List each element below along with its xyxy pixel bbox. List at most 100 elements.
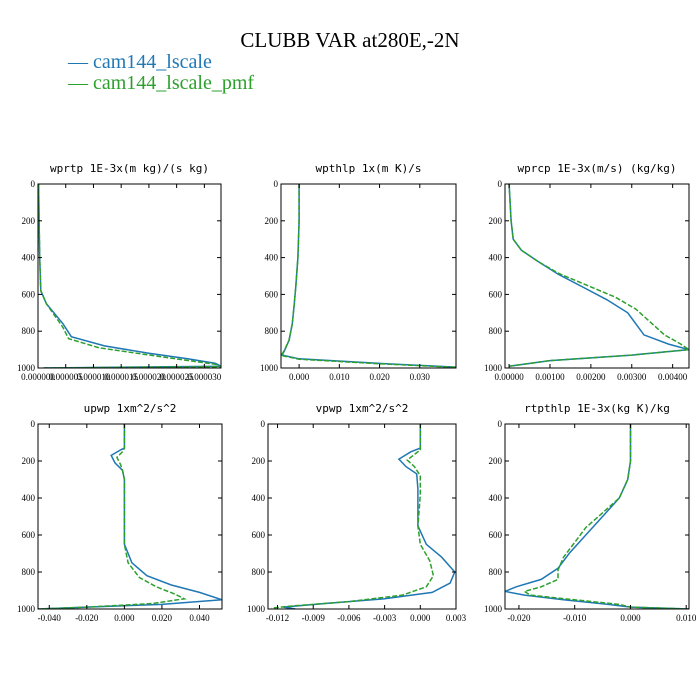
y-tick-label: 800 — [489, 326, 503, 336]
x-tick-label: -0.006 — [337, 613, 361, 623]
x-tick-label: 0.030 — [410, 372, 431, 382]
legend-entry-cam144-lscale: — cam144_lscale — [68, 51, 212, 73]
x-tick-label: 0.000025 — [160, 372, 194, 382]
y-tick-label: 1000 — [484, 604, 503, 614]
chart-panel-1: wprtp 1E-3x(m kg)/(s kg) 0 200 400 600 800 100… — [17, 162, 222, 382]
series-line-1 — [38, 424, 222, 609]
x-tick-label: 0.020 — [152, 613, 173, 623]
panel-title: wprtp 1E-3x(m kg)/(s kg) — [50, 162, 209, 175]
y-tick-label: 0 — [274, 179, 279, 189]
figure-title: CLUBB VAR at280E,-2N — [240, 28, 460, 52]
y-tick-label: 200 — [22, 456, 36, 466]
y-tick-label: 600 — [489, 289, 503, 299]
y-tick-label: 0 — [261, 419, 266, 429]
y-tick-label: 200 — [489, 216, 503, 226]
y-tick-label: 200 — [22, 216, 36, 226]
y-tick-label: 200 — [489, 456, 503, 466]
chart-panel-5: vpwp 1xm^2/s^2 0 200 400 600 800 1000-0.012 -0.… — [247, 402, 467, 623]
axes-frame — [504, 183, 690, 369]
axes-frame — [267, 423, 457, 610]
x-tick-label: 0.00100 — [535, 372, 565, 382]
x-tick-label: -0.010 — [563, 613, 587, 623]
y-tick-label: 600 — [489, 530, 503, 540]
x-tick-label: -0.009 — [302, 613, 326, 623]
series-line-1 — [38, 184, 221, 368]
axes-frame — [280, 183, 457, 369]
x-tick-label: 0.000 — [410, 613, 431, 623]
y-tick-label: 600 — [252, 530, 266, 540]
y-tick-label: 1000 — [17, 604, 36, 614]
x-tick-label: -0.040 — [38, 613, 62, 623]
x-tick-label: 0.020 — [369, 372, 390, 382]
x-tick-label: 0.000 — [289, 372, 310, 382]
x-tick-label: -0.003 — [373, 613, 397, 623]
axes-frame — [37, 423, 223, 610]
x-tick-label: 0.000 — [620, 613, 641, 623]
y-tick-label: 600 — [22, 289, 36, 299]
series-line-2 — [271, 424, 435, 609]
y-tick-label: 800 — [252, 567, 266, 577]
x-tick-label: 0.000 — [114, 613, 135, 623]
x-tick-label: 0.000005 — [49, 372, 83, 382]
y-tick-label: 1000 — [247, 604, 266, 614]
x-tick-label: 0.00400 — [658, 372, 688, 382]
series-line-1 — [283, 424, 456, 609]
y-tick-label: 0 — [498, 419, 503, 429]
x-tick-label: -0.020 — [507, 613, 531, 623]
y-tick-label: 1000 — [17, 363, 36, 373]
x-tick-label: -0.012 — [266, 613, 289, 623]
y-tick-label: 600 — [265, 289, 279, 299]
panel-title: wpthlp 1x(m K)/s — [316, 162, 422, 175]
legend-entry-cam144-lscale-pmf: — cam144_lscale_pmf — [68, 72, 255, 94]
x-tick-label: 0.000030 — [187, 372, 221, 382]
y-tick-label: 1000 — [484, 363, 503, 373]
axes-frame — [37, 183, 222, 369]
x-tick-label: 0.010 — [329, 372, 350, 382]
y-tick-label: 800 — [22, 567, 36, 577]
y-tick-label: 800 — [489, 567, 503, 577]
x-tick-label: 0.00300 — [617, 372, 647, 382]
y-tick-label: 400 — [22, 493, 36, 503]
x-tick-label: 0.000010 — [77, 372, 111, 382]
x-tick-label: 0.000020 — [132, 372, 166, 382]
y-tick-label: 600 — [22, 530, 36, 540]
series-line-1 — [505, 424, 689, 609]
series-line-1 — [281, 184, 456, 368]
y-tick-label: 800 — [265, 326, 279, 336]
panel-title: vpwp 1xm^2/s^2 — [316, 402, 409, 415]
series-line-2 — [281, 184, 456, 368]
x-tick-label: 0.000015 — [104, 372, 138, 382]
y-tick-label: 400 — [489, 493, 503, 503]
y-tick-label: 400 — [22, 253, 36, 263]
chart-panel-4: upwp 1xm^2/s^2 0 200 400 600 800 1000-0.040 -0.… — [17, 402, 223, 623]
chart-panel-2: wpthlp 1x(m K)/s 0 200 400 600 800 1000 0.000 0.… — [260, 162, 457, 382]
y-tick-label: 200 — [265, 216, 279, 226]
x-tick-label: 0.000000 — [21, 372, 55, 382]
x-tick-label: 0.003 — [446, 613, 467, 623]
y-tick-label: 400 — [252, 493, 266, 503]
x-tick-label: 0.00200 — [576, 372, 606, 382]
x-tick-label: 0.040 — [189, 613, 210, 623]
y-tick-label: 0 — [31, 419, 36, 429]
y-tick-label: 400 — [265, 253, 279, 263]
x-tick-label: -0.020 — [75, 613, 99, 623]
panel-title: upwp 1xm^2/s^2 — [84, 402, 177, 415]
series-line-2 — [508, 184, 689, 367]
y-tick-label: 0 — [31, 179, 36, 189]
chart-panel-6: rtpthlp 1E-3x(kg K)/kg02004006008001000-… — [484, 402, 697, 623]
panel-title: wprcp 1E-3x(m/s) (kg/kg) — [518, 162, 677, 175]
chart-panel-3: wprcp 1E-3x(m/s) (kg/kg) 0 200 400 600 800 100… — [484, 162, 690, 382]
y-tick-label: 200 — [252, 456, 266, 466]
series-line-1 — [508, 184, 689, 367]
y-tick-label: 400 — [489, 253, 503, 263]
series-line-2 — [38, 184, 221, 368]
panel-title: rtpthlp 1E-3x(kg K)/kg — [524, 402, 670, 415]
y-tick-label: 0 — [498, 179, 503, 189]
x-tick-label: 0.00000 — [494, 372, 524, 382]
axes-frame — [504, 423, 690, 610]
series-line-2 — [522, 424, 689, 609]
x-tick-label: 0.010 — [676, 613, 697, 623]
y-tick-label: 1000 — [260, 363, 279, 373]
y-tick-label: 800 — [22, 326, 36, 336]
